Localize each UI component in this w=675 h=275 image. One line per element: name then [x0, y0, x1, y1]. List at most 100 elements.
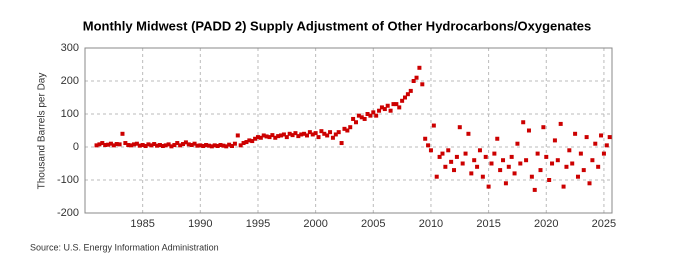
point [578, 151, 583, 156]
point [163, 143, 168, 148]
point [477, 148, 482, 153]
point [371, 110, 376, 115]
point [452, 168, 457, 173]
point [581, 168, 586, 173]
point [480, 174, 485, 179]
point [518, 161, 523, 166]
point [359, 115, 364, 120]
point [379, 105, 384, 110]
x-tick-label: 1995 [246, 218, 270, 230]
point [521, 120, 526, 125]
point [238, 143, 243, 148]
point [114, 142, 119, 147]
point [117, 142, 122, 147]
point [123, 141, 128, 146]
point [143, 144, 148, 149]
point [120, 131, 125, 136]
point [100, 141, 105, 146]
point [541, 125, 546, 130]
point [575, 174, 580, 179]
point [195, 143, 200, 148]
point [374, 113, 379, 118]
point [253, 136, 258, 141]
point [454, 154, 459, 159]
point [446, 148, 451, 153]
point [221, 143, 226, 148]
point [140, 143, 145, 148]
point [322, 131, 327, 136]
point [353, 120, 358, 125]
point [273, 135, 278, 140]
point [106, 142, 111, 147]
point [408, 88, 413, 93]
point [552, 138, 557, 143]
point [466, 131, 471, 136]
point [160, 144, 165, 149]
point [255, 135, 260, 140]
point [460, 161, 465, 166]
point [550, 161, 555, 166]
point [204, 143, 209, 148]
point [212, 143, 217, 148]
point [463, 151, 468, 156]
point [503, 181, 508, 186]
point [567, 148, 572, 153]
point [235, 133, 240, 138]
point [166, 142, 171, 147]
point [342, 126, 347, 131]
point [132, 142, 137, 147]
point [201, 144, 206, 149]
point [596, 164, 601, 169]
point [316, 135, 321, 140]
point [593, 141, 598, 146]
point [227, 142, 232, 147]
point [532, 187, 537, 192]
point [394, 102, 399, 107]
point [426, 143, 431, 148]
point [192, 141, 197, 146]
point [146, 142, 151, 147]
point [313, 131, 318, 136]
point [457, 125, 462, 130]
point [535, 151, 540, 156]
point [181, 142, 186, 147]
point [94, 143, 99, 148]
point [428, 148, 433, 153]
point [604, 143, 609, 148]
point [440, 151, 445, 156]
point [590, 158, 595, 163]
point [564, 164, 569, 169]
point [561, 184, 566, 189]
point [287, 131, 292, 136]
point [296, 134, 301, 139]
point [333, 132, 338, 137]
point [420, 82, 425, 87]
point [362, 116, 367, 121]
point [339, 141, 344, 146]
point [276, 134, 281, 139]
point [299, 132, 304, 137]
y-tick-label: -100 [57, 174, 79, 186]
point [538, 168, 543, 173]
point [330, 135, 335, 140]
point [97, 142, 102, 147]
y-tick-label: 100 [61, 108, 79, 120]
point [515, 141, 520, 146]
point [526, 128, 531, 133]
point [356, 113, 361, 118]
point [587, 181, 592, 186]
point [175, 141, 180, 146]
point [437, 154, 442, 159]
point [129, 143, 134, 148]
point [475, 164, 480, 169]
point [529, 174, 534, 179]
point [400, 98, 405, 103]
point [348, 125, 353, 130]
point [281, 132, 286, 137]
chart-title: Monthly Midwest (PADD 2) Supply Adjustme… [83, 18, 592, 33]
point [382, 107, 387, 112]
point [111, 143, 116, 148]
point [258, 135, 263, 140]
point [469, 171, 474, 176]
